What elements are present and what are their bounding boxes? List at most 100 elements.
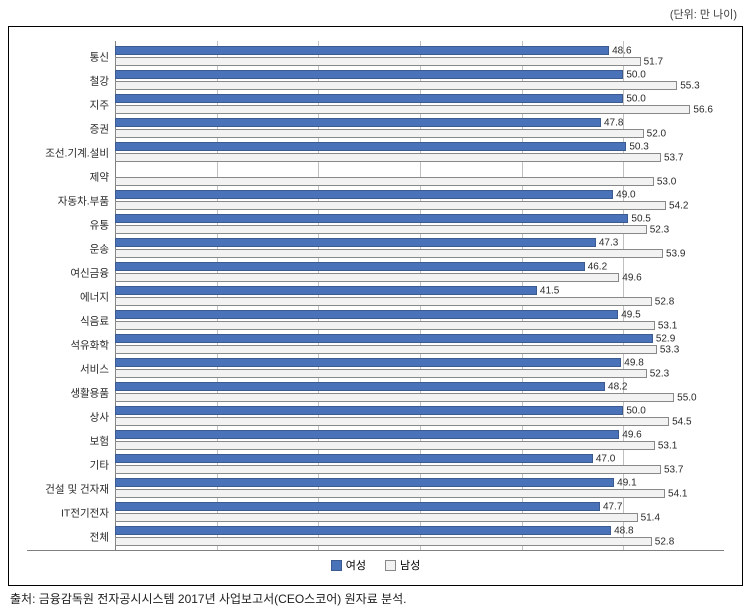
value-label-female: 48.6 <box>612 45 631 56</box>
bar-male: 54.1 <box>115 489 665 498</box>
bar-male: 52.3 <box>115 369 647 378</box>
value-label-male: 54.2 <box>669 200 688 211</box>
chart-row: 보험49.653.1 <box>27 429 724 453</box>
value-label-female: 49.1 <box>617 477 636 488</box>
value-label-male: 52.8 <box>655 536 674 547</box>
value-label-male: 51.4 <box>641 512 660 523</box>
bar-male: 56.6 <box>115 105 690 114</box>
bar-male: 55.0 <box>115 393 674 402</box>
chart-row: 기타47.053.7 <box>27 453 724 477</box>
value-label-female: 50.0 <box>626 93 645 104</box>
bar-female: 52.9 <box>115 334 653 343</box>
value-label-male: 54.1 <box>668 488 687 499</box>
bar-male: 52.8 <box>115 537 652 546</box>
bar-male: 53.1 <box>115 321 655 330</box>
value-label-male: 55.0 <box>677 392 696 403</box>
bar-male: 52.8 <box>115 297 652 306</box>
value-label-male: 53.1 <box>658 320 677 331</box>
category-label: 지주 <box>90 98 113 113</box>
chart-row: IT전기전자47.751.4 <box>27 501 724 525</box>
value-label-female: 49.8 <box>624 357 643 368</box>
bar-female: 49.1 <box>115 478 614 487</box>
value-label-female: 50.0 <box>626 69 645 80</box>
category-label: IT전기전자 <box>61 506 113 521</box>
value-label-male: 51.7 <box>644 56 663 67</box>
value-label-female: 41.5 <box>540 285 559 296</box>
category-label: 전체 <box>90 530 113 545</box>
bar-female: 49.8 <box>115 358 621 367</box>
bar-male: 52.3 <box>115 225 647 234</box>
category-label: 운송 <box>90 242 113 257</box>
bar-female: 50.3 <box>115 142 626 151</box>
value-label-female: 52.9 <box>656 333 675 344</box>
bar-female: 41.5 <box>115 286 537 295</box>
category-label: 철강 <box>90 74 113 89</box>
value-label-female: 47.8 <box>604 117 623 128</box>
bar-male: 55.3 <box>115 81 677 90</box>
bar-female: 47.7 <box>115 502 600 511</box>
category-label: 건설 및 건자재 <box>45 482 113 497</box>
bar-male: 53.7 <box>115 153 661 162</box>
value-label-male: 52.0 <box>647 128 666 139</box>
bar-male: 51.7 <box>115 57 641 66</box>
bar-male: 49.6 <box>115 273 619 282</box>
chart-row: 증권47.852.0 <box>27 117 724 141</box>
value-label-female: 47.0 <box>596 453 615 464</box>
legend-female: 여성 <box>331 557 366 573</box>
value-label-female: 48.2 <box>608 381 627 392</box>
chart-row: 유통50.552.3 <box>27 213 724 237</box>
bar-male: 53.1 <box>115 441 655 450</box>
chart-row: 에너지41.552.8 <box>27 285 724 309</box>
value-label-female: 47.3 <box>599 237 618 248</box>
bar-male: 51.4 <box>115 513 638 522</box>
bar-male: 53.9 <box>115 249 663 258</box>
legend-swatch-female <box>331 560 342 571</box>
value-label-male: 56.6 <box>693 104 712 115</box>
legend-swatch-male <box>385 560 396 571</box>
category-label: 식음료 <box>80 314 113 329</box>
value-label-male: 54.5 <box>672 416 691 427</box>
chart-row: 건설 및 건자재49.154.1 <box>27 477 724 501</box>
bar-female: 48.6 <box>115 46 609 55</box>
value-label-male: 52.3 <box>650 224 669 235</box>
category-label: 여신금융 <box>70 266 113 281</box>
chart-row: 제약53.0 <box>27 165 724 189</box>
value-label-male: 53.9 <box>666 248 685 259</box>
value-label-male: 53.7 <box>664 464 683 475</box>
category-label: 자동차.부품 <box>58 194 113 209</box>
category-label: 통신 <box>90 50 113 65</box>
bar-male: 52.0 <box>115 129 644 138</box>
value-label-male: 53.0 <box>657 176 676 187</box>
bar-female: 46.2 <box>115 262 585 271</box>
bar-female: 47.0 <box>115 454 593 463</box>
bar-female: 50.5 <box>115 214 628 223</box>
bar-female: 49.0 <box>115 190 613 199</box>
chart-row: 철강50.055.3 <box>27 69 724 93</box>
value-label-female: 49.6 <box>622 429 641 440</box>
chart-row: 식음료49.553.1 <box>27 309 724 333</box>
bar-female: 48.2 <box>115 382 605 391</box>
category-label: 상사 <box>90 410 113 425</box>
value-label-female: 50.3 <box>629 141 648 152</box>
chart-row: 조선.기계.설비50.353.7 <box>27 141 724 165</box>
chart-row: 서비스49.852.3 <box>27 357 724 381</box>
bar-female: 50.0 <box>115 70 623 79</box>
legend-label-male: 남성 <box>400 557 420 573</box>
value-label-male: 53.3 <box>660 344 679 355</box>
chart-row: 석유화학52.953.3 <box>27 333 724 357</box>
category-label: 석유화학 <box>70 338 113 353</box>
value-label-female: 50.5 <box>631 213 650 224</box>
value-label-male: 53.1 <box>658 440 677 451</box>
chart-row: 전체48.852.8 <box>27 525 724 549</box>
value-label-female: 49.0 <box>616 189 635 200</box>
value-label-female: 49.5 <box>621 309 640 320</box>
value-label-female: 46.2 <box>588 261 607 272</box>
legend-male: 남성 <box>385 557 420 573</box>
bar-female: 47.8 <box>115 118 601 127</box>
value-label-male: 49.6 <box>622 272 641 283</box>
value-label-female: 47.7 <box>603 501 622 512</box>
category-label: 유통 <box>90 218 113 233</box>
chart-frame: 통신48.651.7철강50.055.3지주50.056.6증권47.852.0… <box>8 26 743 586</box>
category-label: 기타 <box>90 458 113 473</box>
legend-label-female: 여성 <box>346 557 366 573</box>
